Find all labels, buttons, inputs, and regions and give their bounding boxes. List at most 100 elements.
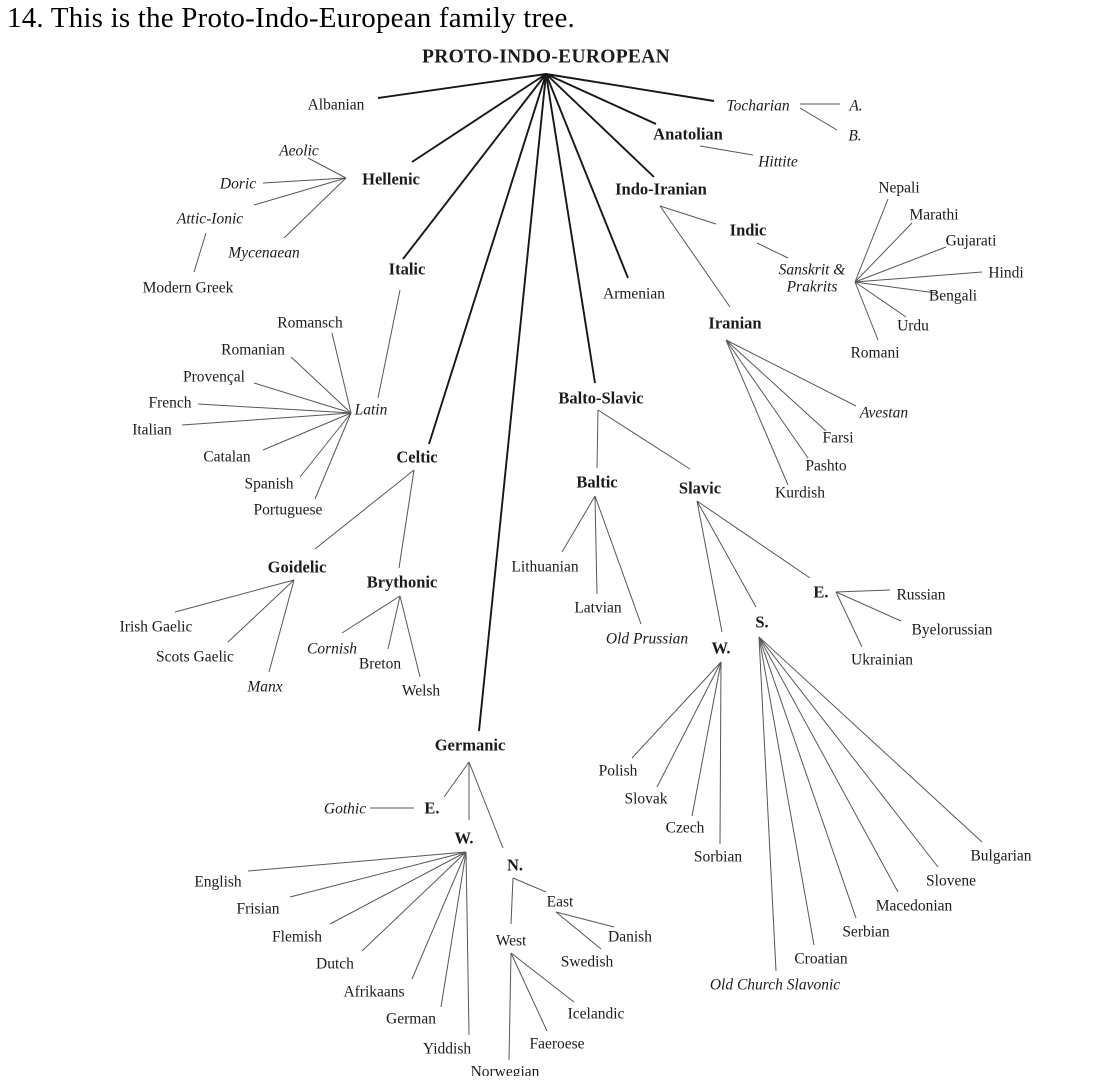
node-albanian: Albanian	[308, 97, 365, 114]
tree-edge	[854, 281, 907, 318]
tree-edge	[268, 579, 295, 673]
tree-edge	[402, 73, 547, 260]
node-slavic: Slavic	[679, 479, 721, 498]
node-afrikaans: Afrikaans	[343, 984, 404, 1001]
node-macedonian: Macedonian	[876, 898, 953, 915]
node-iranian: Iranian	[708, 314, 761, 333]
tree-edge	[758, 636, 983, 843]
node-croatian: Croatian	[794, 951, 848, 968]
node-gujarati: Gujarati	[946, 233, 997, 250]
node-sanskrit-prakrits: Sanskrit & Prakrits	[779, 262, 846, 296]
node-romani: Romani	[850, 345, 900, 362]
tree-edge	[411, 73, 547, 163]
tree-edge	[696, 500, 723, 633]
node-latvian: Latvian	[574, 600, 622, 617]
tree-edge	[725, 339, 789, 486]
tree-edge	[854, 222, 913, 283]
node-aeolic: Aeolic	[278, 143, 319, 160]
tree-edge	[756, 242, 789, 259]
tree-edge	[361, 851, 467, 952]
tree-edge	[314, 412, 352, 500]
node-germanic: Germanic	[435, 736, 506, 755]
node-dutch: Dutch	[316, 956, 354, 973]
tree-edge	[428, 73, 547, 445]
node-ukrainian: Ukrainian	[851, 652, 913, 669]
node-lithuanian: Lithuanian	[511, 559, 578, 576]
tree-edge	[314, 469, 415, 550]
tree-edge	[561, 495, 596, 553]
tree-edge	[181, 412, 352, 426]
node-byelorussian: Byelorussian	[912, 622, 993, 639]
node-french: French	[148, 395, 191, 412]
node-flemish: Flemish	[272, 929, 322, 946]
node-balto-slavic: Balto-Slavic	[558, 389, 643, 408]
tree-edge	[725, 339, 809, 459]
tree-edge	[468, 761, 504, 849]
tree-edge	[227, 579, 295, 643]
node-doric: Doric	[219, 176, 256, 193]
node-n-germanic: N.	[507, 856, 523, 875]
node-russian: Russian	[896, 587, 945, 604]
node-baltic: Baltic	[576, 473, 617, 492]
node-scots-gaelic: Scots Gaelic	[156, 649, 234, 666]
tree-edge	[262, 412, 352, 451]
node-latin: Latin	[354, 402, 388, 419]
tree-edge	[854, 281, 879, 341]
node-danish: Danish	[608, 929, 652, 946]
tree-edge	[193, 232, 207, 273]
tree-edge	[331, 332, 352, 414]
tree-edge	[545, 73, 655, 178]
node-slovak: Slovak	[624, 791, 667, 808]
node-e-slavic: E.	[813, 583, 828, 602]
node-yiddish: Yiddish	[423, 1041, 471, 1058]
node-italic-branch: Italic	[389, 260, 426, 279]
tree-edge	[594, 495, 598, 595]
node-icelandic: Icelandic	[568, 1006, 625, 1023]
tree-edge	[854, 271, 983, 283]
tree-edge	[758, 636, 815, 946]
tree-edge	[443, 761, 470, 798]
node-polish: Polish	[599, 763, 638, 780]
tree-edge	[508, 952, 512, 1061]
tree-edge	[377, 289, 401, 399]
tree-edge	[594, 495, 642, 625]
tree-edge	[253, 177, 347, 206]
node-pashto: Pashto	[805, 458, 847, 475]
node-hittite: Hittite	[757, 154, 798, 171]
node-farsi: Farsi	[823, 430, 855, 447]
tree-edge	[262, 177, 347, 184]
node-indo-iranian: Indo-Iranian	[615, 180, 707, 199]
tree-edge	[835, 591, 902, 622]
tree-edge	[696, 500, 811, 579]
node-w-germanic: W.	[454, 829, 473, 848]
tree-edge	[510, 877, 514, 925]
node-faeroese: Faeroese	[529, 1036, 584, 1053]
tree-edge	[854, 281, 937, 294]
tree-edge	[596, 409, 599, 469]
node-east-norse: East	[547, 894, 574, 911]
node-mycenaean: Mycenaean	[227, 245, 300, 262]
tree-edge	[465, 851, 470, 1036]
tree-edge	[440, 851, 467, 1008]
tree-edge	[387, 595, 401, 650]
node-hindi: Hindi	[988, 265, 1024, 282]
tree-edge	[799, 107, 838, 131]
tree-edge	[174, 579, 295, 613]
node-portuguese: Portuguese	[254, 502, 323, 519]
node-swedish: Swedish	[561, 954, 614, 971]
tree-edge	[545, 73, 596, 384]
tree-edge	[725, 339, 857, 407]
tree-edge	[478, 73, 547, 732]
node-indic: Indic	[730, 221, 767, 240]
tree-edge	[197, 403, 352, 414]
tree-edge	[696, 500, 757, 608]
tree-edge	[510, 952, 575, 1003]
tree-edge	[835, 591, 863, 648]
node-hellenic: Hellenic	[362, 170, 420, 189]
node-tocharian-b: B.	[848, 128, 861, 145]
node-irish-gaelic: Irish Gaelic	[120, 619, 193, 636]
tree-edge	[659, 205, 717, 225]
tree-edge	[699, 145, 754, 156]
tree-edge	[307, 157, 347, 179]
